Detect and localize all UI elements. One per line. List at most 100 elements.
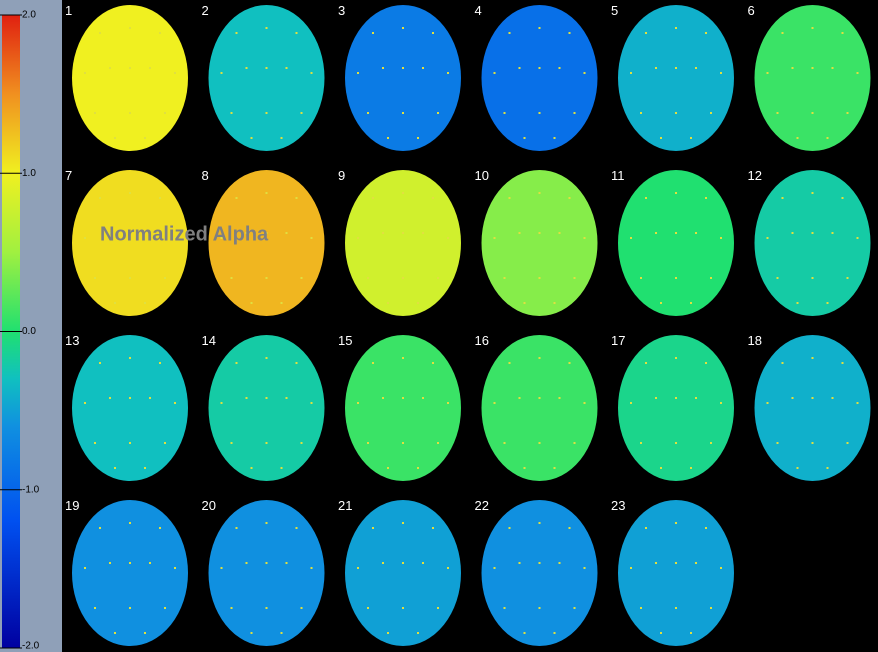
- electrode: [538, 607, 541, 609]
- topo-map: [208, 335, 325, 481]
- electrode: [538, 562, 541, 564]
- electrode: [630, 72, 632, 74]
- electrode: [811, 357, 814, 359]
- electrode: [310, 567, 313, 569]
- electrode: [583, 237, 586, 239]
- electrode: [538, 192, 541, 194]
- electrode: [538, 232, 541, 234]
- electrode: [660, 467, 662, 469]
- electrode: [300, 112, 303, 114]
- electrode: [174, 402, 176, 404]
- electrode: [447, 72, 449, 74]
- electrode: [856, 72, 859, 74]
- electrode: [645, 197, 647, 199]
- electrode: [538, 442, 541, 444]
- electrode: [382, 67, 384, 69]
- electrode: [310, 72, 313, 74]
- electrode: [109, 562, 111, 564]
- topo-map: [345, 500, 461, 646]
- electrode: [831, 67, 834, 69]
- map-label: 13: [65, 333, 79, 348]
- electrode: [538, 397, 541, 399]
- electrode: [230, 277, 233, 279]
- topo-map: [481, 5, 598, 151]
- electrode: [831, 397, 834, 399]
- topo-map: [754, 170, 871, 316]
- electrode: [503, 442, 506, 444]
- electrode: [295, 197, 298, 199]
- electrode: [99, 197, 101, 199]
- electrode: [568, 362, 571, 364]
- electrode: [84, 237, 86, 239]
- electrode: [109, 397, 111, 399]
- electrode: [831, 232, 834, 234]
- electrode: [447, 567, 449, 569]
- electrode: [781, 362, 784, 364]
- electrode: [432, 197, 434, 199]
- electrode: [265, 522, 268, 524]
- electrode: [508, 362, 511, 364]
- electrode: [84, 567, 86, 569]
- electrode: [660, 137, 662, 139]
- electrode: [250, 137, 253, 139]
- electrode: [630, 567, 632, 569]
- topo-map: [481, 335, 598, 481]
- electrode: [705, 32, 707, 34]
- electrode: [675, 562, 677, 564]
- map-label: 18: [748, 333, 762, 348]
- electrode: [357, 72, 359, 74]
- electrode: [220, 567, 223, 569]
- electrode: [558, 67, 561, 69]
- electrode: [630, 402, 632, 404]
- map-label: 2: [202, 3, 209, 18]
- topo-map: [345, 170, 461, 316]
- electrode: [523, 137, 526, 139]
- electrode: [114, 467, 116, 469]
- electrode: [720, 402, 722, 404]
- electrode: [437, 442, 439, 444]
- electrode: [432, 527, 434, 529]
- electrode: [265, 607, 268, 609]
- electrode: [655, 562, 657, 564]
- electrode: [573, 277, 576, 279]
- electrode: [695, 232, 697, 234]
- electrode: [630, 237, 632, 239]
- electrode: [265, 27, 268, 29]
- electrode: [295, 362, 298, 364]
- electrode: [367, 112, 369, 114]
- electrode: [99, 32, 101, 34]
- electrode: [402, 357, 404, 359]
- electrode: [402, 607, 404, 609]
- electrode: [710, 112, 712, 114]
- electrode: [437, 112, 439, 114]
- electrode: [766, 237, 769, 239]
- electrode: [174, 237, 176, 239]
- electrode: [372, 527, 374, 529]
- electrode: [372, 197, 374, 199]
- electrode: [265, 112, 268, 114]
- electrode: [675, 607, 677, 609]
- electrode: [690, 137, 692, 139]
- electrode: [295, 527, 298, 529]
- electrode: [99, 362, 101, 364]
- electrode: [387, 302, 389, 304]
- electrode: [94, 607, 96, 609]
- electrode: [387, 137, 389, 139]
- electrode: [447, 402, 449, 404]
- electrode: [235, 362, 238, 364]
- electrode: [508, 32, 511, 34]
- electrode: [372, 362, 374, 364]
- electrode: [432, 32, 434, 34]
- electrode: [776, 277, 779, 279]
- electrode: [518, 397, 521, 399]
- electrode: [149, 397, 151, 399]
- electrode: [235, 527, 238, 529]
- electrode: [675, 277, 677, 279]
- electrode: [250, 632, 253, 634]
- electrode: [573, 442, 576, 444]
- electrode: [149, 562, 151, 564]
- electrode: [720, 72, 722, 74]
- electrode: [159, 527, 161, 529]
- topo-map: [618, 170, 734, 316]
- electrode: [129, 397, 131, 399]
